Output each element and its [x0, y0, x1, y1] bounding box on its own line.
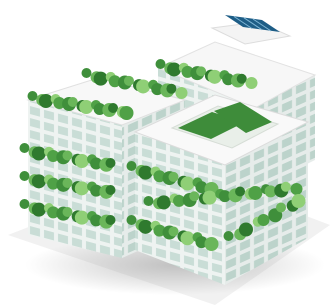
foliage	[106, 185, 116, 195]
foliage	[139, 220, 153, 234]
foliage	[181, 231, 195, 245]
foliage	[75, 154, 89, 168]
foliage	[28, 91, 38, 101]
foliage	[120, 106, 134, 120]
foliage	[166, 84, 176, 94]
foliage	[68, 97, 78, 107]
foliage	[63, 151, 73, 161]
foliage	[235, 187, 245, 197]
foliage	[248, 186, 262, 200]
foliage	[169, 226, 179, 236]
foliage	[32, 203, 46, 217]
foliage	[176, 87, 188, 99]
page: (() => { const svg = document.getElement…	[0, 0, 331, 308]
foliage	[127, 215, 137, 225]
foliage	[281, 182, 291, 192]
foliage	[246, 77, 258, 89]
foliage	[127, 161, 137, 171]
foliage	[63, 178, 73, 188]
foliage	[167, 62, 181, 76]
foliage	[157, 195, 171, 209]
foliage	[203, 191, 217, 205]
foliage	[106, 215, 116, 225]
foliage	[20, 199, 30, 209]
foliage	[94, 72, 108, 86]
foliage	[75, 211, 89, 225]
foliage	[169, 172, 179, 182]
foliage	[32, 174, 46, 188]
foliage	[291, 183, 303, 195]
foliage	[181, 177, 195, 191]
foliage	[75, 181, 89, 195]
foliage	[276, 203, 286, 213]
foliage	[124, 76, 134, 86]
foliage	[136, 79, 150, 93]
foliage	[189, 191, 199, 201]
foliage	[106, 158, 116, 168]
foliage	[258, 214, 270, 226]
foliage	[144, 196, 154, 206]
foliage	[239, 223, 253, 237]
foliage	[224, 231, 234, 241]
foliage	[63, 207, 73, 217]
green-buildings-illustration	[0, 0, 331, 308]
foliage	[205, 237, 219, 251]
foliage	[208, 70, 222, 84]
foliage	[237, 74, 247, 84]
foliage	[196, 66, 206, 76]
foliage	[32, 147, 46, 161]
foliage	[156, 59, 166, 69]
foliage	[20, 143, 30, 153]
foliage	[20, 171, 30, 181]
foliage	[292, 194, 306, 208]
foliage	[139, 166, 153, 180]
foliage	[39, 94, 53, 108]
foliage	[82, 68, 92, 78]
foliage	[79, 100, 93, 114]
foliage	[108, 103, 118, 113]
